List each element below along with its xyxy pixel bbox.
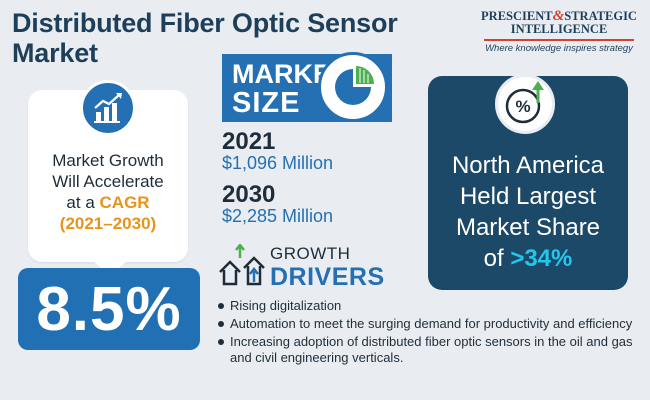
region-line-2: Held Largest [459, 183, 597, 210]
logo-line-2: INTELLIGENCE [510, 22, 608, 36]
region-share-value: >34% [510, 245, 573, 272]
growth-drivers-list: Rising digitalization Automation to meet… [218, 298, 638, 368]
region-statement: North America Held Largest Market Share … [430, 150, 626, 274]
growth-drivers-label-2: DRIVERS [270, 263, 385, 291]
market-size-label-2: SIZE [232, 87, 301, 119]
driver-item: Automation to meet the surging demand fo… [218, 316, 638, 332]
logo-divider [484, 39, 634, 41]
region-line-4-prefix: of [483, 245, 504, 272]
market-value-2021: $1,096 Million [222, 153, 334, 173]
driver-item: Rising digitalization [218, 298, 638, 314]
houses-arrows-icon [216, 242, 268, 288]
bar-chart-growth-icon [80, 80, 136, 136]
market-year-2030: 2030 [222, 181, 276, 208]
logo-ampersand: & [552, 8, 565, 24]
market-year-2021: 2021 [222, 128, 276, 155]
market-value-2030: $2,285 Million [222, 206, 334, 226]
logo-word-prescient: PRESCIENT [481, 9, 553, 23]
logo-word-strategic: STRATEGIC [564, 9, 637, 23]
region-line-4: of >34% [430, 243, 626, 274]
growth-drivers-label-1: GROWTH [270, 244, 351, 263]
growth-line-3: at a CAGR [30, 192, 186, 213]
cagr-label: CAGR [99, 193, 150, 212]
company-logo: PRESCIENT&STRATEGIC INTELLIGENCE Where k… [476, 8, 642, 54]
logo-line-1: PRESCIENT&STRATEGIC [476, 8, 642, 24]
region-line-3: Market Share [455, 214, 601, 241]
svg-text:%: % [515, 97, 530, 116]
forecast-period: (2021–2030) [59, 214, 157, 233]
region-line-1: North America [451, 152, 605, 179]
cagr-panel [18, 268, 200, 350]
growth-line-2: Will Accelerate [52, 172, 164, 191]
growth-line-3-prefix: at a [66, 193, 95, 212]
percent-growth-icon: % [495, 74, 555, 134]
pie-chart-icon [318, 52, 388, 122]
cagr-value: 8.5% [36, 275, 182, 344]
logo-tagline: Where knowledge inspires strategy [485, 42, 633, 54]
page-title: Distributed Fiber Optic Sensor Market [12, 8, 398, 68]
growth-statement: Market Growth Will Accelerate at a CAGR … [30, 150, 186, 234]
driver-item: Increasing adoption of distributed fiber… [218, 334, 638, 366]
growth-line-1: Market Growth [52, 151, 164, 170]
